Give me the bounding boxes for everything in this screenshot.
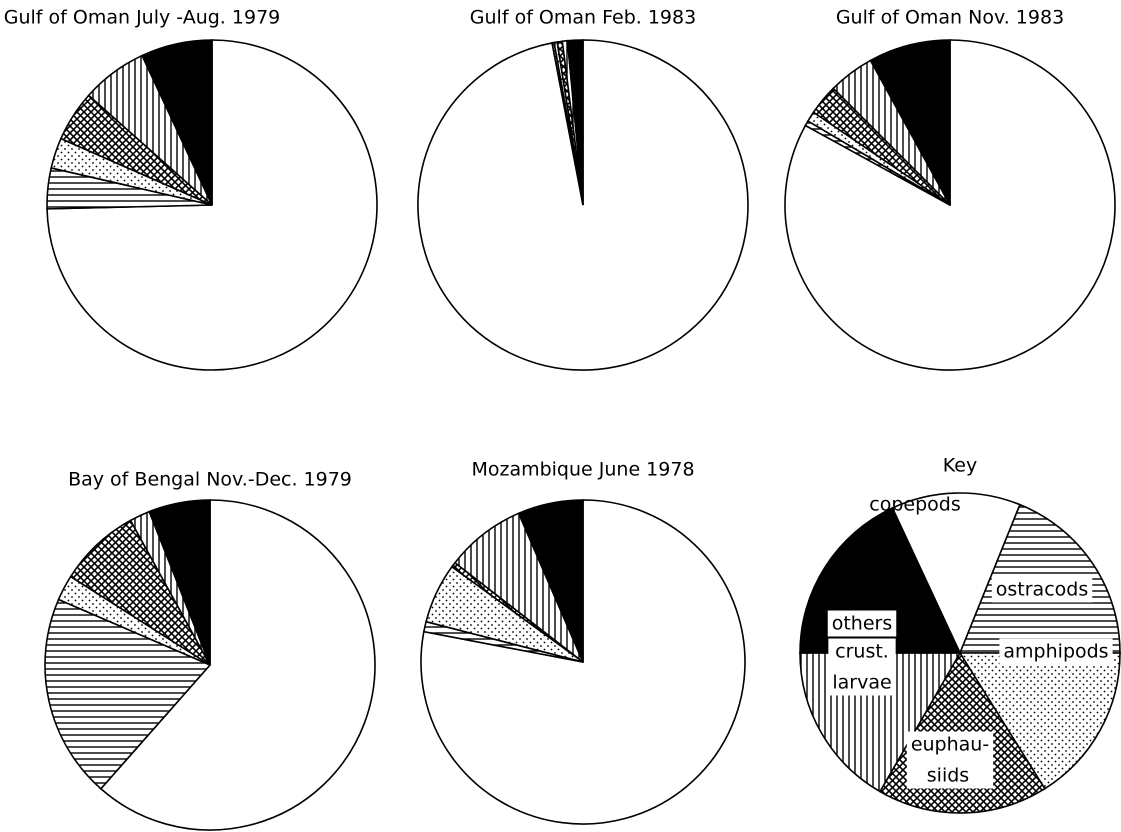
- key-label-box: [906, 731, 994, 789]
- key-label-box: [999, 638, 1113, 665]
- key-label: larvae: [832, 672, 891, 694]
- pie-slice: [99, 499, 376, 831]
- chart-title: Gulf of Oman Feb. 1983: [470, 7, 696, 29]
- key-label: euphau-: [911, 734, 989, 756]
- key-label: crust.: [835, 641, 889, 663]
- key-label: siids: [927, 765, 969, 787]
- pie-slice: [141, 39, 213, 206]
- pie-slice: [46, 39, 378, 371]
- key-label: copepods: [869, 494, 960, 516]
- pie-slice: [148, 499, 211, 666]
- chart-title: Bay of Bengal Nov.-Dec. 1979: [68, 469, 352, 491]
- chart-title: Gulf of Oman July -Aug. 1979: [4, 7, 281, 29]
- key-slice: [958, 652, 1121, 790]
- key-label-box: [828, 638, 896, 696]
- key-label-box: [991, 576, 1093, 603]
- key-slice: [891, 492, 1021, 656]
- pie-slice: [517, 499, 584, 663]
- chart-title: Gulf of Oman Nov. 1983: [836, 7, 1064, 29]
- chart-title: Mozambique June 1978: [471, 459, 694, 481]
- pie-slice: [869, 39, 951, 206]
- key-label: ostracods: [996, 579, 1088, 601]
- pie-slice: [566, 39, 584, 206]
- key-label: others: [832, 613, 893, 635]
- pie-slice: [44, 598, 212, 790]
- key-label-box: [827, 610, 897, 637]
- key-title: Key: [943, 455, 977, 477]
- key-label: amphipods: [1003, 641, 1108, 663]
